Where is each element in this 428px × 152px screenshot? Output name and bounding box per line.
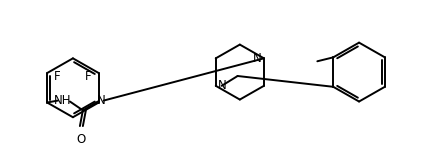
Text: N: N [218,79,226,92]
Text: O: O [77,133,86,146]
Text: F: F [54,71,61,83]
Text: F: F [85,71,92,83]
Text: N: N [253,52,262,65]
Text: NH: NH [54,94,72,107]
Text: N: N [96,94,105,107]
